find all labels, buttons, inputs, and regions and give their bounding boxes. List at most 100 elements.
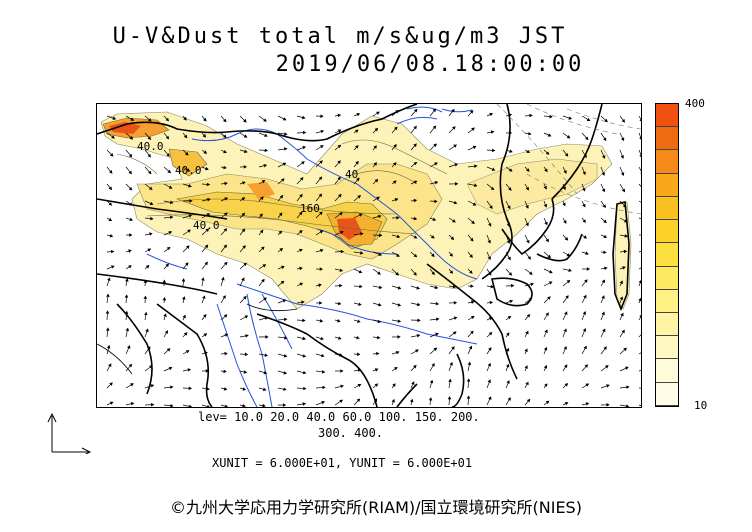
wind-arrowhead	[164, 330, 168, 334]
wind-arrowhead	[243, 134, 248, 138]
wind-arrowhead	[299, 229, 303, 234]
wind-arrowhead	[377, 271, 381, 275]
wind-arrowhead	[223, 244, 227, 249]
wind-arrowhead	[564, 236, 569, 241]
wind-arrowhead	[224, 197, 229, 201]
wind-arrowhead	[639, 119, 641, 122]
wind-arrowhead	[545, 312, 549, 317]
wind-arrowhead	[447, 396, 452, 400]
wind-arrowhead	[108, 186, 113, 191]
wind-arrowhead	[264, 133, 268, 137]
wind-arrowhead	[337, 129, 342, 133]
wind-arrowhead	[223, 118, 227, 123]
wind-arrowhead	[397, 335, 401, 339]
wind-arrowhead	[603, 137, 607, 142]
wind-arrowhead	[453, 144, 457, 148]
wind-arrowhead	[188, 386, 193, 391]
wind-arrowhead	[109, 153, 114, 157]
wind-arrowhead	[566, 279, 571, 284]
wind-arrowhead	[170, 385, 174, 389]
wind-arrowhead	[162, 279, 166, 283]
wind-arrowhead	[170, 403, 174, 407]
wind-arrowhead	[624, 234, 629, 238]
wind-arrowhead	[243, 165, 248, 169]
wind-arrowhead	[432, 217, 437, 221]
wind-arrowhead	[431, 362, 435, 367]
wind-arrowhead	[619, 296, 624, 300]
wind-arrowhead	[487, 256, 491, 261]
wind-arrowhead	[507, 256, 511, 261]
wind-arrowhead	[110, 265, 115, 269]
wind-arrowhead	[563, 220, 567, 224]
wind-arrowhead	[149, 232, 153, 236]
wind-arrow	[638, 166, 641, 172]
wind-arrowhead	[243, 295, 247, 300]
wind-arrowhead	[490, 284, 495, 289]
wind-arrowhead	[394, 198, 399, 202]
timestamp-title: 2019/06/08.18:00:00	[275, 52, 585, 77]
wind-arrowhead	[162, 296, 167, 301]
wind-arrowhead	[263, 164, 268, 168]
colorbar-segment	[656, 196, 678, 221]
wind-arrowhead	[108, 363, 112, 368]
wind-arrowhead	[450, 236, 455, 241]
wind-arrowhead	[488, 223, 492, 227]
wind-arrowhead	[545, 400, 550, 405]
wind-arrowhead	[413, 108, 418, 113]
colorbar-segment	[656, 312, 678, 337]
wind-arrowhead	[395, 350, 400, 355]
wind-arrowhead	[585, 402, 590, 406]
wind-arrow	[638, 352, 641, 355]
wind-arrowhead	[562, 202, 566, 207]
wind-arrowhead	[125, 278, 129, 282]
wind-arrowhead	[413, 125, 417, 130]
wind-arrowhead	[548, 281, 553, 285]
wind-arrowhead	[355, 160, 359, 165]
wind-arrowhead	[508, 113, 512, 117]
wind-arrowhead	[145, 328, 149, 333]
wind-arrowhead	[301, 300, 305, 304]
dust-map: 40.0 40.0 160 40.0 40	[96, 103, 642, 408]
wind-arrowhead	[433, 143, 437, 148]
wind-arrowhead	[601, 279, 605, 284]
wind-arrowhead	[374, 383, 379, 387]
wind-arrowhead	[377, 319, 382, 324]
wind-arrowhead	[356, 177, 360, 182]
wind-arrowhead	[625, 366, 629, 370]
wind-arrowhead	[489, 205, 493, 209]
wind-arrowhead	[470, 330, 474, 335]
wind-arrowhead	[222, 295, 226, 299]
wind-arrowhead	[471, 220, 475, 224]
wind-arrowhead	[606, 384, 610, 388]
wind-arrowhead	[395, 272, 399, 276]
wind-arrowhead	[357, 368, 362, 372]
wind-arrowhead	[526, 398, 531, 403]
wind-arrowhead	[621, 118, 626, 123]
wind-arrowhead	[547, 296, 551, 300]
wind-arrowhead	[264, 316, 269, 320]
wind-arrowhead	[432, 108, 437, 113]
wind-arrowhead	[241, 277, 245, 282]
wind-arrowhead	[601, 295, 605, 299]
wind-arrowhead	[435, 301, 440, 306]
wind-arrowhead	[281, 265, 285, 270]
wind-arrowhead	[623, 249, 628, 254]
wind-arrowhead	[108, 202, 113, 206]
wind-arrow	[638, 115, 641, 121]
wind-arrowhead	[166, 246, 171, 251]
wind-arrowhead	[185, 350, 190, 354]
wind-arrowhead	[318, 283, 322, 288]
wind-arrowhead	[638, 297, 641, 302]
wind-arrowhead	[357, 195, 361, 199]
wind-arrowhead	[264, 353, 268, 357]
wind-arrowhead	[409, 398, 414, 403]
wind-arrowhead	[582, 328, 587, 332]
wind-arrowhead	[356, 398, 361, 403]
wind-arrowhead	[415, 349, 419, 353]
wind-arrowhead	[130, 383, 134, 387]
wind-arrowhead	[337, 113, 342, 118]
wind-arrowhead	[147, 346, 151, 350]
wind-arrowhead	[319, 145, 324, 149]
wind-arrowhead	[165, 263, 169, 268]
wind-arrowhead	[339, 353, 343, 357]
